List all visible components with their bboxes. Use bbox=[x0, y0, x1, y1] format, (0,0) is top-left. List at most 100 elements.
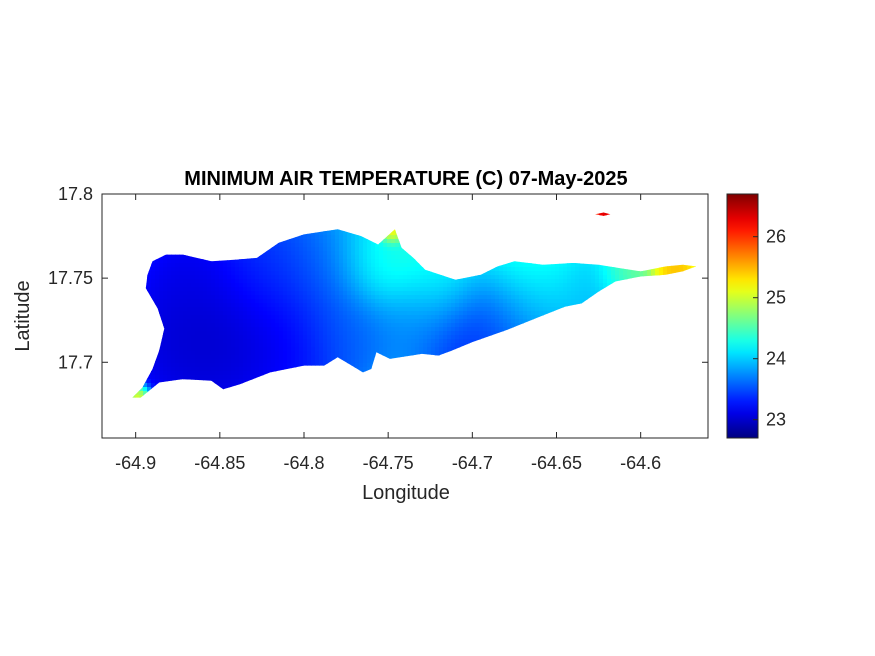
temperature-cell bbox=[523, 307, 528, 312]
temperature-cell bbox=[483, 271, 488, 276]
temperature-cell bbox=[467, 311, 472, 316]
temperature-cell bbox=[175, 255, 180, 260]
temperature-cell bbox=[415, 315, 420, 320]
temperature-cell bbox=[423, 279, 428, 284]
temperature-cell bbox=[235, 343, 240, 348]
temperature-cell bbox=[359, 307, 364, 312]
temperature-cell bbox=[451, 295, 456, 300]
temperature-cell bbox=[167, 343, 172, 348]
temperature-cell bbox=[279, 327, 284, 332]
temperature-cell bbox=[439, 311, 444, 316]
temperature-cell bbox=[223, 303, 228, 308]
temperature-cell bbox=[159, 259, 164, 264]
temperature-cell bbox=[411, 307, 416, 312]
temperature-cell bbox=[375, 275, 380, 280]
temperature-cell bbox=[347, 231, 352, 236]
temperature-cell bbox=[399, 307, 404, 312]
temperature-cell bbox=[299, 255, 304, 260]
temperature-cell bbox=[375, 259, 380, 264]
temperature-cell bbox=[363, 259, 368, 264]
temperature-cell bbox=[231, 271, 236, 276]
temperature-cell bbox=[567, 263, 572, 268]
temperature-cell bbox=[451, 327, 456, 332]
temperature-cell bbox=[571, 299, 576, 304]
temperature-cell bbox=[495, 267, 500, 272]
temperature-cell bbox=[155, 271, 160, 276]
temperature-cell bbox=[371, 323, 376, 328]
temperature-cell bbox=[379, 311, 384, 316]
temperature-cell bbox=[267, 251, 272, 256]
temperature-cell bbox=[319, 323, 324, 328]
temperature-cell bbox=[179, 331, 184, 336]
chart-title: MINIMUM AIR TEMPERATURE (C) 07-May-2025 bbox=[184, 168, 627, 190]
temperature-cell bbox=[339, 267, 344, 272]
temperature-cell bbox=[547, 263, 552, 268]
temperature-cell bbox=[163, 343, 168, 348]
temperature-cell bbox=[315, 267, 320, 272]
temperature-cell bbox=[399, 303, 404, 308]
temperature-cell bbox=[307, 271, 312, 276]
temperature-cell bbox=[451, 279, 456, 284]
temperature-cell bbox=[279, 299, 284, 304]
temperature-cell bbox=[351, 327, 356, 332]
temperature-cell bbox=[523, 283, 528, 288]
temperature-cell bbox=[415, 339, 420, 344]
temperature-cell bbox=[595, 287, 600, 292]
temperature-cell bbox=[335, 259, 340, 264]
temperature-cell bbox=[399, 283, 404, 288]
temperature-cell bbox=[315, 251, 320, 256]
temperature-cell bbox=[243, 279, 248, 284]
temperature-cell bbox=[223, 339, 228, 344]
temperature-cell bbox=[499, 287, 504, 292]
temperature-cell bbox=[595, 212, 600, 216]
temperature-cell bbox=[223, 327, 228, 332]
temperature-cell bbox=[491, 295, 496, 300]
temperature-cell bbox=[303, 267, 308, 272]
temperature-cell bbox=[451, 291, 456, 296]
temperature-cell bbox=[439, 335, 444, 340]
temperature-cell bbox=[559, 267, 564, 272]
temperature-cell bbox=[279, 255, 284, 260]
temperature-cell bbox=[263, 263, 268, 268]
temperature-cell bbox=[187, 307, 192, 312]
temperature-cell bbox=[167, 319, 172, 324]
temperature-cell bbox=[323, 239, 328, 244]
temperature-cell bbox=[343, 303, 348, 308]
temperature-cell bbox=[315, 343, 320, 348]
temperature-cell bbox=[507, 307, 512, 312]
temperature-cell bbox=[195, 323, 200, 328]
temperature-cell bbox=[167, 287, 172, 292]
temperature-cell bbox=[491, 275, 496, 280]
temperature-cell bbox=[551, 295, 556, 300]
temperature-cell bbox=[359, 243, 364, 248]
temperature-cell bbox=[467, 283, 472, 288]
temperature-cell bbox=[187, 319, 192, 324]
temperature-cell bbox=[347, 279, 352, 284]
temperature-cell bbox=[187, 303, 192, 308]
temperature-cell bbox=[447, 287, 452, 292]
temperature-cell bbox=[379, 335, 384, 340]
temperature-cell bbox=[367, 243, 372, 248]
temperature-cell bbox=[367, 315, 372, 320]
temperature-cell bbox=[219, 335, 224, 340]
temperature-cell bbox=[179, 319, 184, 324]
temperature-cell bbox=[551, 287, 556, 292]
temperature-cell bbox=[447, 319, 452, 324]
temperature-cell bbox=[363, 275, 368, 280]
temperature-cell bbox=[471, 283, 476, 288]
temperature-cell bbox=[263, 343, 268, 348]
temperature-cell bbox=[479, 315, 484, 320]
temperature-cell bbox=[539, 311, 544, 316]
temperature-cell bbox=[203, 343, 208, 348]
temperature-cell bbox=[411, 339, 416, 344]
temperature-cell bbox=[319, 303, 324, 308]
temperature-cell bbox=[343, 307, 348, 312]
temperature-cell bbox=[399, 275, 404, 280]
temperature-cell bbox=[191, 303, 196, 308]
temperature-cell bbox=[423, 327, 428, 332]
temperature-cell bbox=[591, 291, 596, 296]
temperature-cell bbox=[427, 279, 432, 284]
temperature-cell bbox=[155, 295, 160, 300]
temperature-cell bbox=[503, 303, 508, 308]
temperature-cell bbox=[207, 279, 212, 284]
